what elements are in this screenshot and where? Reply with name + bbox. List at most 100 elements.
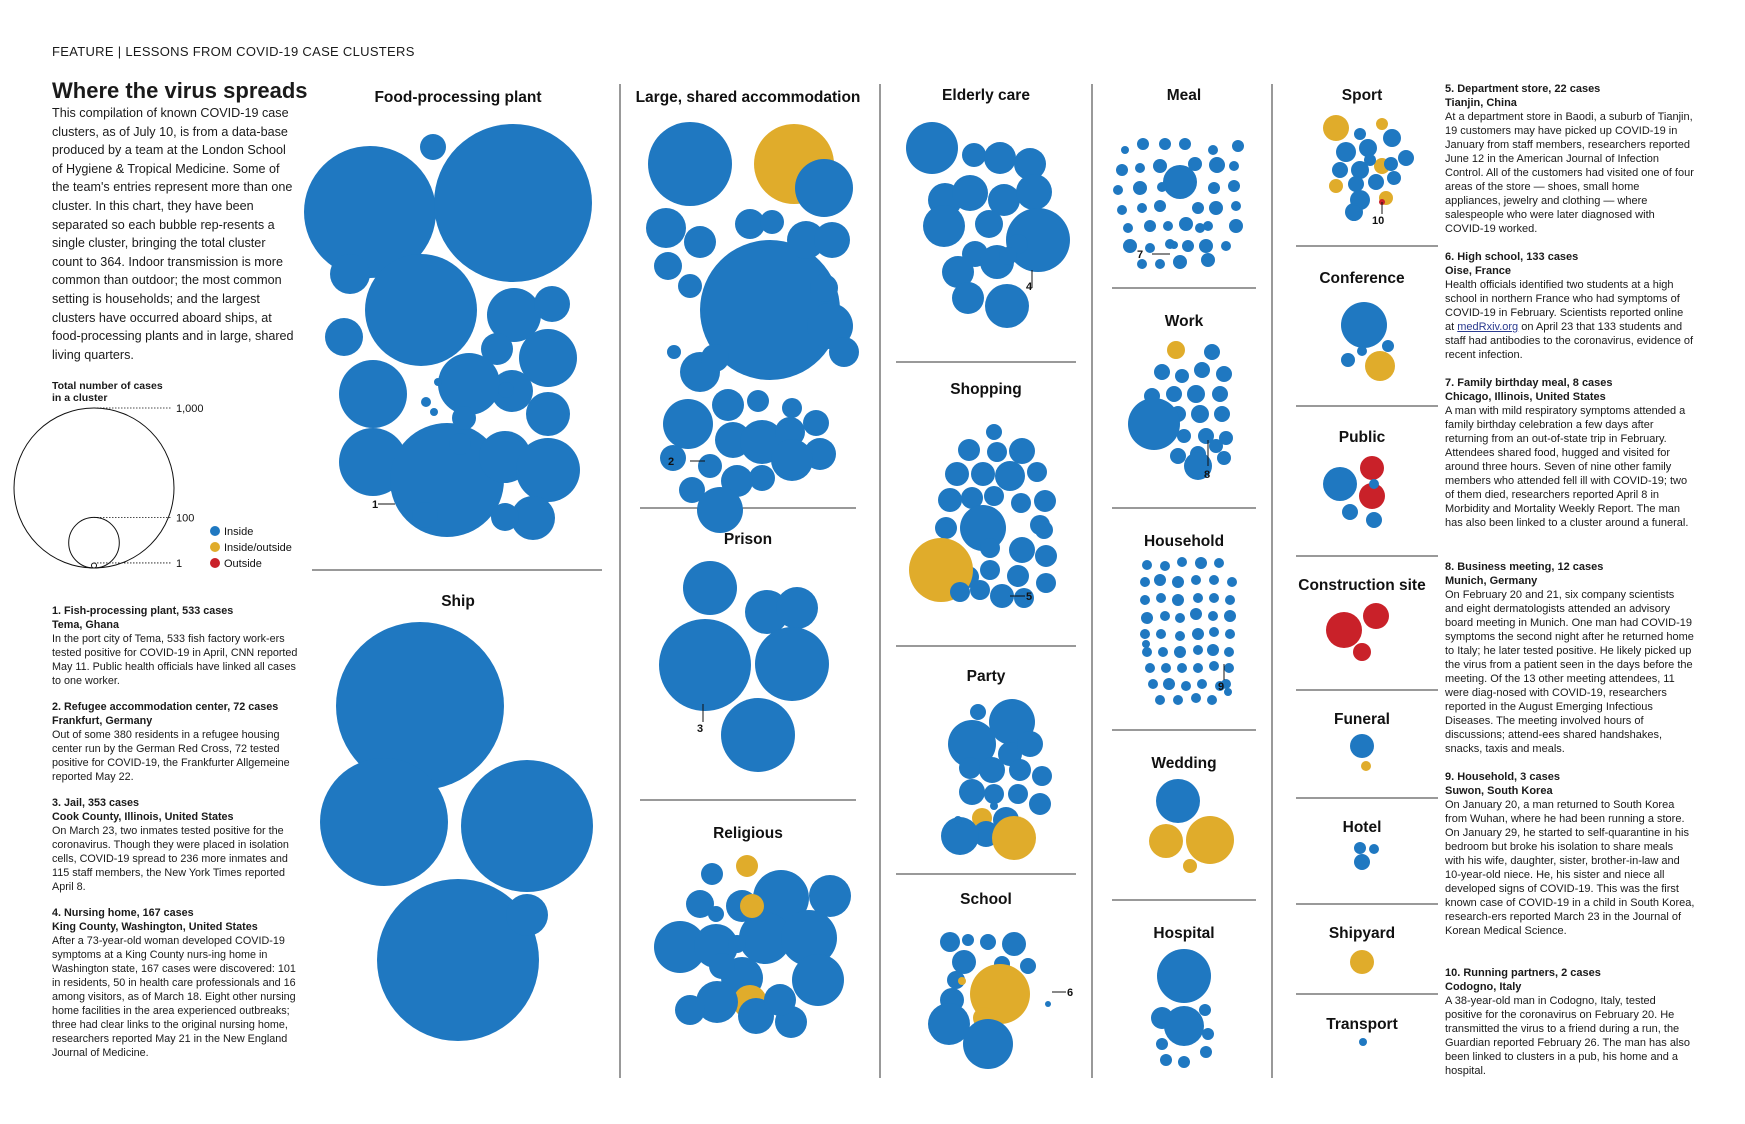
cluster-bubble: [1376, 118, 1388, 130]
cluster-bubble: [721, 698, 795, 772]
cluster-bubble: [1332, 162, 1348, 178]
cluster-bubble: [810, 274, 838, 302]
cluster-bubble: [990, 802, 998, 810]
cluster-bubble: [1197, 679, 1207, 689]
cluster-bubble: [1202, 1028, 1214, 1040]
cluster-bubble: [1148, 679, 1158, 689]
cluster-bubble: [365, 254, 477, 366]
case-1: 1. Fish-processing plant, 533 cases Tema…: [52, 604, 298, 688]
cluster-bubble: [1032, 766, 1052, 786]
cluster-bubble: [935, 517, 957, 539]
cluster-bubble: [990, 584, 1014, 608]
cluster-bubble: [970, 704, 986, 720]
cluster-bubble: [1156, 593, 1166, 603]
category-label-transport: Transport: [1326, 1016, 1397, 1033]
cluster-bubble: [1341, 302, 1387, 348]
cluster-bubble: [958, 977, 966, 985]
case-text-after: on April 23 that 133 students and staff …: [1445, 321, 1694, 361]
case-location: King County, Washington, United States: [52, 921, 258, 933]
cluster-bubble: [980, 538, 1000, 558]
cluster-bubble: [942, 256, 974, 288]
cluster-bubble: [1142, 647, 1152, 657]
cluster-bubble: [795, 159, 853, 217]
cluster-bubble: [304, 146, 436, 278]
case-4: 4. Nursing home, 167 cases King County, …: [52, 906, 298, 1060]
cluster-bubble: [985, 284, 1029, 328]
cluster-bubble: [1156, 779, 1200, 823]
case-2: 2. Refugee accommodation center, 72 case…: [52, 700, 298, 784]
cluster-bubble: [1228, 180, 1240, 192]
cluster-bubble: [1187, 385, 1205, 403]
annotation-4: 4: [1026, 281, 1033, 293]
category-label-public: Public: [1339, 429, 1386, 446]
cluster-bubble: [928, 1003, 970, 1045]
cluster-bubble: [1199, 239, 1213, 253]
cluster-bubble: [1140, 629, 1150, 639]
cluster-bubble: [1221, 241, 1231, 251]
cluster-bubble: [325, 318, 363, 356]
case-title: 2. Refugee accommodation center, 72 case…: [52, 701, 279, 713]
cluster-bubble: [1172, 576, 1184, 588]
cluster-bubble: [1224, 647, 1234, 657]
cluster-bubble: [449, 433, 471, 455]
cluster-bubble: [809, 875, 851, 917]
cluster-bubble: [1195, 557, 1207, 569]
cluster-bubble: [1341, 353, 1355, 367]
cluster-bubble: [1221, 679, 1231, 689]
case-location: Frankfurt, Germany: [52, 715, 153, 727]
cluster-bubble: [675, 995, 705, 1025]
cluster-bubble: [320, 758, 448, 886]
cluster-bubble: [339, 428, 407, 496]
legend-label-outside: Outside: [224, 558, 262, 570]
category-label-school: School: [960, 891, 1012, 908]
cluster-bubble: [970, 580, 990, 600]
cluster-bubble: [1209, 439, 1223, 453]
case-text: On January 20, a man returned to South K…: [1445, 799, 1695, 937]
category-label-hospital: Hospital: [1153, 925, 1214, 942]
case-text: On February 20 and 21, six company scien…: [1445, 589, 1694, 755]
cluster-bubble: [814, 222, 850, 258]
size-legend-label: 1: [176, 558, 182, 570]
cluster-bubble: [1009, 537, 1035, 563]
medrxiv-link[interactable]: medRxiv.org: [1457, 321, 1519, 333]
cluster-bubble: [1153, 159, 1167, 173]
cluster-bubble: [1214, 406, 1230, 422]
case-title: 7. Family birthday meal, 8 cases: [1445, 377, 1613, 389]
cluster-bubble: [1160, 611, 1170, 621]
cluster-bubble: [1020, 958, 1036, 974]
cluster-bubble: [782, 398, 802, 418]
cluster-bubble: [1209, 201, 1223, 215]
cluster-bubble: [1209, 661, 1219, 671]
cluster-bubble: [438, 353, 500, 415]
case-location: Oise, France: [1445, 265, 1512, 277]
cluster-bubble: [696, 981, 738, 1023]
cluster-bubble: [1369, 479, 1379, 489]
cluster-bubble: [938, 488, 962, 512]
cluster-bubble: [654, 252, 682, 280]
cluster-bubble: [1145, 663, 1155, 673]
cluster-bubble: [1175, 613, 1185, 623]
cluster-bubble: [940, 932, 960, 952]
cluster-bubble: [1009, 759, 1031, 781]
cluster-bubble: [1167, 341, 1185, 359]
cluster-bubble: [1361, 761, 1371, 771]
cluster-bubble: [1193, 663, 1203, 673]
cluster-bubble: [1326, 612, 1362, 648]
case-text: A 38-year-old man in Codogno, Italy, tes…: [1445, 995, 1690, 1077]
case-6: 6. High school, 133 cases Oise, France H…: [1445, 250, 1695, 362]
cluster-bubble: [481, 333, 513, 365]
size-legend-circle: [68, 516, 120, 569]
cluster-bubble: [1166, 386, 1182, 402]
cluster-bubble: [963, 1019, 1013, 1069]
size-legend-label: 1,000: [176, 403, 204, 415]
case-location: Munich, Germany: [1445, 575, 1538, 587]
case-title: 4. Nursing home, 167 cases: [52, 907, 194, 919]
cluster-bubble: [1156, 629, 1166, 639]
cluster-bubble: [1163, 678, 1175, 690]
cluster-bubble: [701, 863, 723, 885]
cluster-bubble: [776, 587, 818, 629]
cluster-bubble: [739, 912, 791, 964]
cluster-bubble: [1219, 431, 1233, 445]
cluster-bubble: [959, 757, 981, 779]
